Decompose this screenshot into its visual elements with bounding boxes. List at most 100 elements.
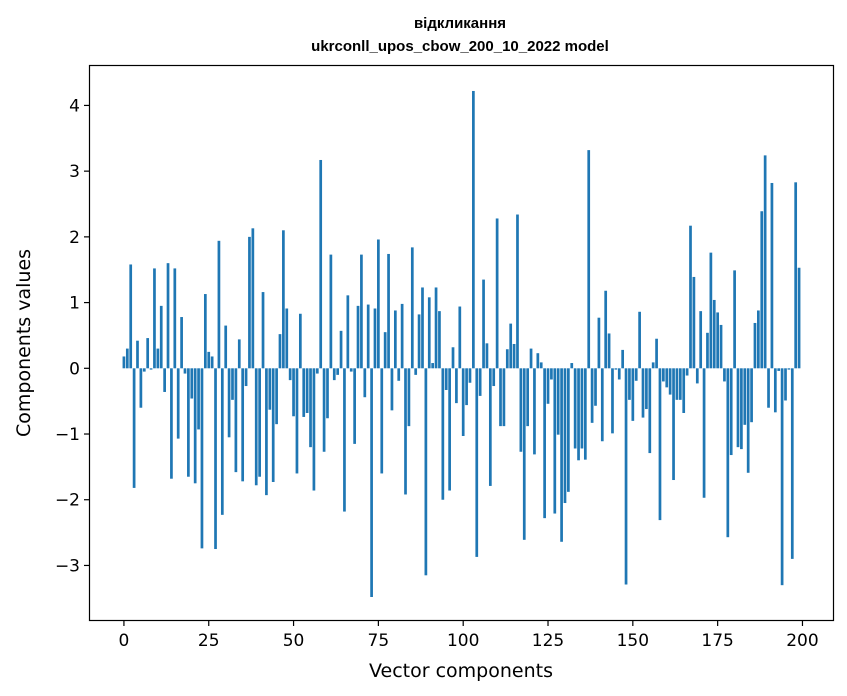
bar-component-198 [794, 182, 798, 369]
bar-component-27 [214, 368, 217, 550]
bar-component-38 [251, 228, 255, 369]
bar-component-109 [492, 368, 496, 387]
x-tick-label: 50 [283, 631, 305, 651]
y-tick-label: 4 [69, 96, 80, 116]
bar-component-82 [400, 303, 404, 369]
bar-component-11 [159, 305, 163, 369]
x-axis-ticks: 0 25 50 75 100 125 150 175 200 [119, 620, 819, 651]
bar-component-175 [716, 312, 719, 369]
bar-component-167 [689, 225, 692, 369]
bar-component-51 [295, 368, 299, 474]
bar-component-182 [740, 368, 743, 450]
bar-component-32 [231, 368, 234, 400]
x-tick-label: 0 [119, 631, 130, 651]
bar-component-45 [275, 368, 278, 425]
bar-component-28 [217, 240, 221, 369]
bar-component-106 [482, 279, 485, 369]
bar-component-71 [363, 368, 367, 398]
bar-component-52 [298, 313, 302, 369]
bar-component-111 [499, 368, 502, 427]
bar-component-87 [417, 314, 421, 369]
bar-component-20 [190, 368, 194, 399]
bar-component-9 [153, 268, 156, 369]
bar-component-172 [706, 332, 709, 369]
bar-component-43 [268, 368, 272, 410]
bar-component-95 [444, 368, 448, 390]
bar-component-70 [360, 254, 363, 369]
y-tick-label: −1 [55, 425, 80, 445]
bar-component-84 [407, 368, 411, 427]
bar-component-188 [760, 211, 764, 369]
x-tick-label: 25 [198, 631, 220, 651]
bar-component-93 [438, 311, 441, 369]
bar-component-163 [675, 368, 679, 400]
bar-component-113 [505, 349, 509, 369]
bar-component-77 [383, 332, 387, 369]
bar-component-162 [672, 368, 675, 481]
bar-component-183 [743, 368, 747, 425]
y-tick-label: −3 [55, 556, 80, 576]
bar-component-29 [220, 368, 224, 515]
bar-component-64 [339, 330, 343, 369]
bar-component-126 [550, 368, 553, 380]
bar-component-135 [580, 368, 584, 449]
y-tick-label: 1 [69, 294, 80, 314]
bar-component-139 [594, 368, 597, 406]
bar-component-1 [125, 348, 129, 369]
bar-component-165 [682, 368, 686, 413]
bar-component-35 [241, 368, 245, 482]
bar-component-136 [583, 368, 587, 460]
bar-component-121 [533, 368, 536, 455]
bar-component-171 [702, 368, 706, 498]
bar-component-42 [265, 368, 268, 496]
bar-component-161 [668, 368, 672, 395]
bar-component-195 [784, 368, 787, 401]
bar-component-15 [173, 268, 177, 369]
bar-component-190 [767, 368, 770, 408]
bar-component-151 [634, 368, 638, 381]
bar-component-156 [651, 362, 655, 369]
bar-component-174 [712, 299, 716, 369]
y-tick-label: 0 [69, 359, 80, 379]
bar-component-110 [495, 218, 499, 369]
bar-component-49 [288, 368, 292, 381]
bar-component-54 [305, 368, 309, 413]
bar-component-80 [393, 310, 397, 369]
x-tick-label: 150 [617, 631, 649, 651]
bar-component-128 [556, 368, 560, 435]
bar-component-158 [658, 368, 662, 521]
bar-component-103 [472, 90, 475, 369]
bar-component-47 [282, 230, 285, 369]
bar-component-21 [193, 368, 197, 484]
bar-component-193 [777, 368, 781, 371]
bar-component-191 [770, 182, 774, 369]
bar-component-73 [370, 368, 373, 597]
bar-component-142 [604, 290, 608, 369]
bar-component-116 [516, 214, 519, 369]
bar-component-2 [129, 264, 133, 369]
bar-component-24 [203, 294, 207, 369]
bar-component-8 [149, 368, 153, 370]
x-tick-label: 175 [701, 631, 733, 651]
bar-component-44 [271, 368, 275, 482]
bar-component-186 [753, 322, 757, 369]
bar-component-7 [146, 338, 150, 369]
bar-component-23 [200, 368, 204, 549]
bar-component-164 [678, 368, 682, 400]
bar-component-197 [790, 368, 794, 559]
bar-component-189 [763, 155, 767, 369]
bar-component-176 [719, 324, 723, 369]
bar-component-152 [638, 311, 641, 369]
bar-component-98 [455, 368, 458, 404]
bar-component-30 [224, 325, 228, 369]
bar-component-92 [434, 287, 438, 369]
bar-component-107 [485, 343, 489, 369]
bar-component-34 [237, 339, 241, 369]
bar-component-179 [729, 368, 733, 456]
bar-component-166 [685, 368, 689, 376]
bar-component-159 [662, 368, 665, 382]
bar-component-96 [448, 368, 451, 491]
bar-component-16 [176, 368, 180, 439]
bar-component-194 [780, 368, 784, 586]
bar-component-129 [560, 368, 563, 542]
